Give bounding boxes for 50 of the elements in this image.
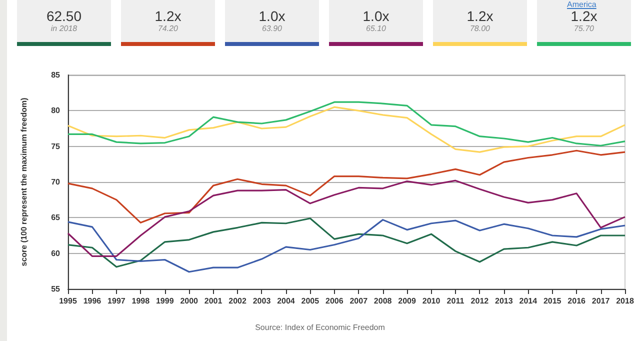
x-tick-label: 2013 bbox=[495, 296, 514, 306]
x-tick-label: 2006 bbox=[325, 296, 344, 306]
text: 63.90 bbox=[260, 24, 284, 33]
text: 1.2x bbox=[570, 8, 598, 24]
x-tick-label: 1999 bbox=[156, 296, 174, 306]
text: America bbox=[567, 0, 596, 9]
x-tick-label: 2003 bbox=[252, 296, 272, 306]
x-tick-label: 2018 bbox=[616, 296, 634, 306]
text: 1.2x bbox=[154, 8, 182, 24]
x-tick-label: 1997 bbox=[108, 296, 126, 306]
x-tick-label: 2010 bbox=[422, 296, 441, 306]
x-tick-label: 2005 bbox=[301, 296, 320, 306]
x-tick-label: 2015 bbox=[543, 296, 562, 306]
text: 75.70 bbox=[572, 24, 596, 33]
text: 65.10 bbox=[364, 24, 388, 33]
x-tick-label: 2008 bbox=[374, 296, 392, 306]
x-tick-label: 2014 bbox=[519, 296, 538, 306]
x-tick-label: 2012 bbox=[470, 296, 490, 306]
text: 1.2x bbox=[466, 8, 494, 24]
y-tick-label: 55 bbox=[51, 284, 61, 294]
line-series bbox=[67, 101, 626, 146]
line-series bbox=[67, 150, 626, 224]
line-series bbox=[67, 180, 626, 257]
x-tick-label: 2009 bbox=[398, 296, 416, 306]
y-tick-label: 75 bbox=[51, 142, 61, 151]
y-tick-label: 65 bbox=[51, 213, 61, 222]
text: 1.0x bbox=[258, 8, 286, 24]
y-axis-title: score (100 represent the maximum freedom) bbox=[20, 97, 28, 266]
y-tick-label: 80 bbox=[51, 106, 61, 116]
source-note: Source: Index of Economic Freedom bbox=[254, 323, 386, 332]
text: in 2018 bbox=[50, 24, 78, 33]
x-tick-label: 2017 bbox=[592, 296, 610, 306]
x-tick-label: 1996 bbox=[83, 296, 102, 306]
text: 74.20 bbox=[156, 24, 180, 33]
x-tick-label: 2001 bbox=[204, 296, 223, 306]
x-tick-label: 2007 bbox=[350, 296, 368, 306]
text: 1.0x bbox=[362, 8, 390, 24]
x-tick-label: 2002 bbox=[228, 296, 247, 306]
text: 78.00 bbox=[468, 24, 492, 33]
x-tick-label: 2011 bbox=[446, 296, 465, 306]
x-tick-label: 2000 bbox=[180, 296, 199, 306]
y-tick-label: 60 bbox=[51, 248, 61, 258]
y-tick-label: 70 bbox=[51, 178, 61, 186]
y-tick-label: 85 bbox=[51, 70, 61, 80]
x-tick-label: 2004 bbox=[277, 296, 296, 306]
line-series bbox=[67, 106, 626, 153]
x-tick-label: 1998 bbox=[132, 296, 150, 306]
text: 62.50 bbox=[45, 8, 83, 24]
x-tick-label: 1995 bbox=[59, 296, 78, 306]
x-tick-label: 2016 bbox=[568, 296, 586, 306]
